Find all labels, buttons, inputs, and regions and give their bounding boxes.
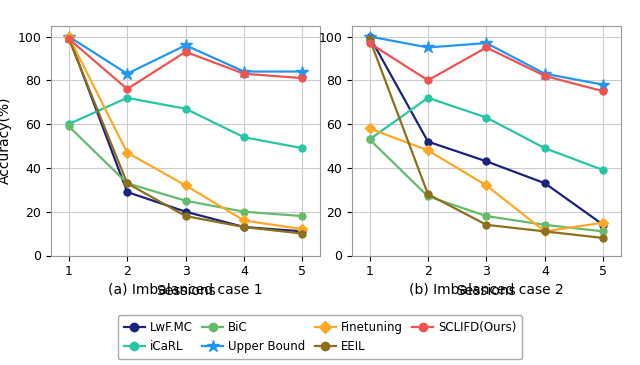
X-axis label: Sessions: Sessions: [456, 284, 516, 298]
Text: (b) Imbalanced case 2: (b) Imbalanced case 2: [409, 283, 564, 297]
Legend: LwF.MC, iCaRL, BiC, Upper Bound, Finetuning, EEIL, SCLIFD(Ours): LwF.MC, iCaRL, BiC, Upper Bound, Finetun…: [118, 315, 522, 359]
Text: (a) Imbalanced case 1: (a) Imbalanced case 1: [108, 283, 263, 297]
X-axis label: Sessions: Sessions: [156, 284, 216, 298]
Y-axis label: Accuracy(%): Accuracy(%): [0, 97, 12, 184]
